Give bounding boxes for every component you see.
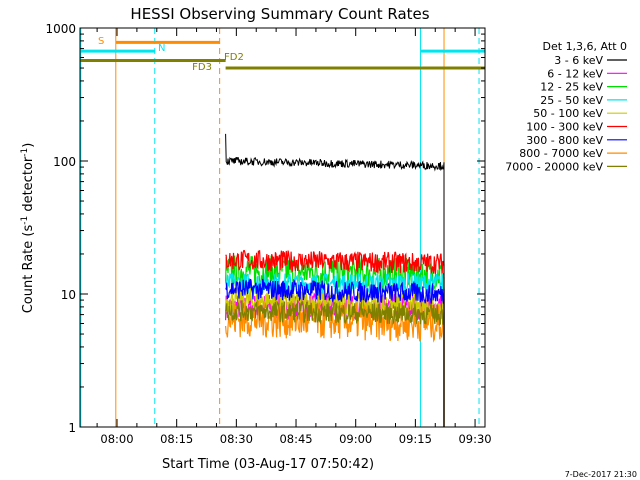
x-tick-label-3: 08:45 [279, 432, 312, 446]
legend-label-3: 25 - 50 keV [540, 94, 603, 107]
chart-title: HESSI Observing Summary Count Rates [130, 5, 429, 23]
series-line-5 [225, 249, 445, 427]
x-tick-label-2: 08:30 [220, 432, 253, 446]
legend-title: Det 1,3,6, Att 0 [543, 40, 627, 53]
x-tick-label-1: 08:15 [160, 432, 193, 446]
plot-area [80, 28, 480, 427]
y-axis-label: Count Rate (s-1 detector-1) [20, 143, 36, 314]
footer-timestamp: 7-Dec-2017 21:30 [565, 470, 637, 479]
y-tick-label-3: 1000 [45, 22, 76, 36]
x-tick-label-6: 09:30 [458, 432, 491, 446]
series-line-0 [225, 133, 445, 427]
y-tick-label-2: 100 [53, 155, 76, 169]
flag-label-1: N [158, 43, 165, 54]
y-axis-label-prefix: Count Rate (s [21, 225, 36, 314]
flag-label-3: FD3 [192, 62, 212, 73]
legend-label-0: 3 - 6 keV [554, 54, 603, 67]
legend-label-6: 300 - 800 keV [526, 134, 603, 147]
x-tick-label-5: 09:15 [399, 432, 432, 446]
flag-bars: S N FD2 FD3 [80, 36, 485, 73]
x-tick-label-4: 09:00 [339, 432, 372, 446]
y-axis-label-sup2: -1 [20, 148, 30, 157]
y-axis-label-mid: detector [21, 156, 36, 216]
x-axis-label: Start Time (03-Aug-17 07:50:42) [162, 457, 374, 472]
legend-label-2: 12 - 25 keV [540, 81, 603, 94]
y-tick-label-1: 10 [61, 288, 76, 302]
legend-label-4: 50 - 100 keV [533, 107, 603, 120]
x-axis-ticks: 08:00 08:15 08:30 08:45 09:00 09:15 09:30 [96, 28, 492, 446]
legend-label-5: 100 - 300 keV [526, 121, 603, 134]
y-tick-label-0: 1 [68, 421, 76, 435]
legend-label-1: 6 - 12 keV [547, 67, 603, 80]
series-line-6 [225, 278, 445, 427]
y-axis-label-suffix: ) [21, 143, 36, 148]
legend-label-7: 800 - 7000 keV [519, 147, 603, 160]
flag-label-0: S [98, 36, 104, 47]
series-line-8 [225, 300, 445, 427]
axes-frame [79, 27, 486, 428]
plot-frame [79, 27, 486, 428]
y-axis-label-sup1: -1 [20, 216, 30, 225]
legend-label-8: 7000 - 20000 keV [505, 160, 603, 173]
flag-label-2: FD2 [224, 52, 244, 63]
x-tick-label-0: 08:00 [100, 432, 133, 446]
y-axis-ticks: 1 10 100 1000 [45, 22, 485, 435]
